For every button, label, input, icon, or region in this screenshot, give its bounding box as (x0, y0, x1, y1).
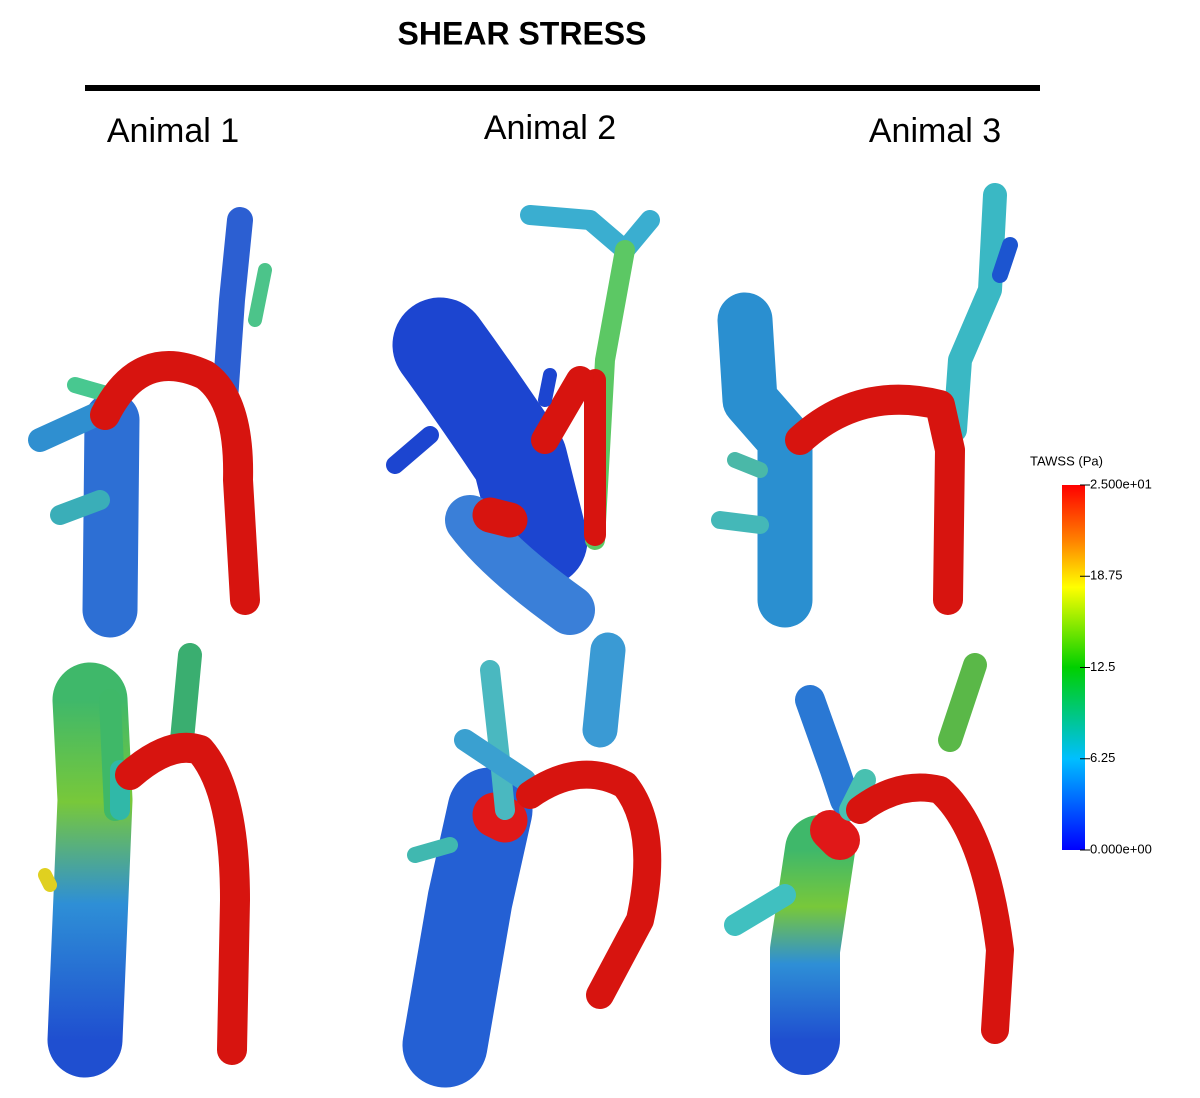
colorbar-tick-label: 6.25 (1090, 750, 1115, 765)
colorbar-title: TAWSS (Pa) (1030, 453, 1103, 468)
colorbar: TAWSS (Pa) 2.500e+01 18.75 12.5 6.25 0.000e+… (1030, 453, 1152, 856)
figure-title: SHEAR STRESS (398, 15, 647, 51)
column-label: Animal 1 (107, 112, 239, 150)
colorbar-tick-label: 12.5 (1090, 659, 1115, 674)
colorbar-tick-label: 18.75 (1090, 568, 1123, 583)
column-label: Animal 2 (484, 109, 616, 147)
vessel-renderings (28, 183, 1018, 1088)
colorbar-tick-label: 0.000e+00 (1090, 841, 1152, 856)
colorbar-tick-label: 2.500e+01 (1090, 476, 1152, 491)
colorbar-scale (1062, 485, 1085, 850)
column-label: Animal 3 (869, 112, 1001, 150)
